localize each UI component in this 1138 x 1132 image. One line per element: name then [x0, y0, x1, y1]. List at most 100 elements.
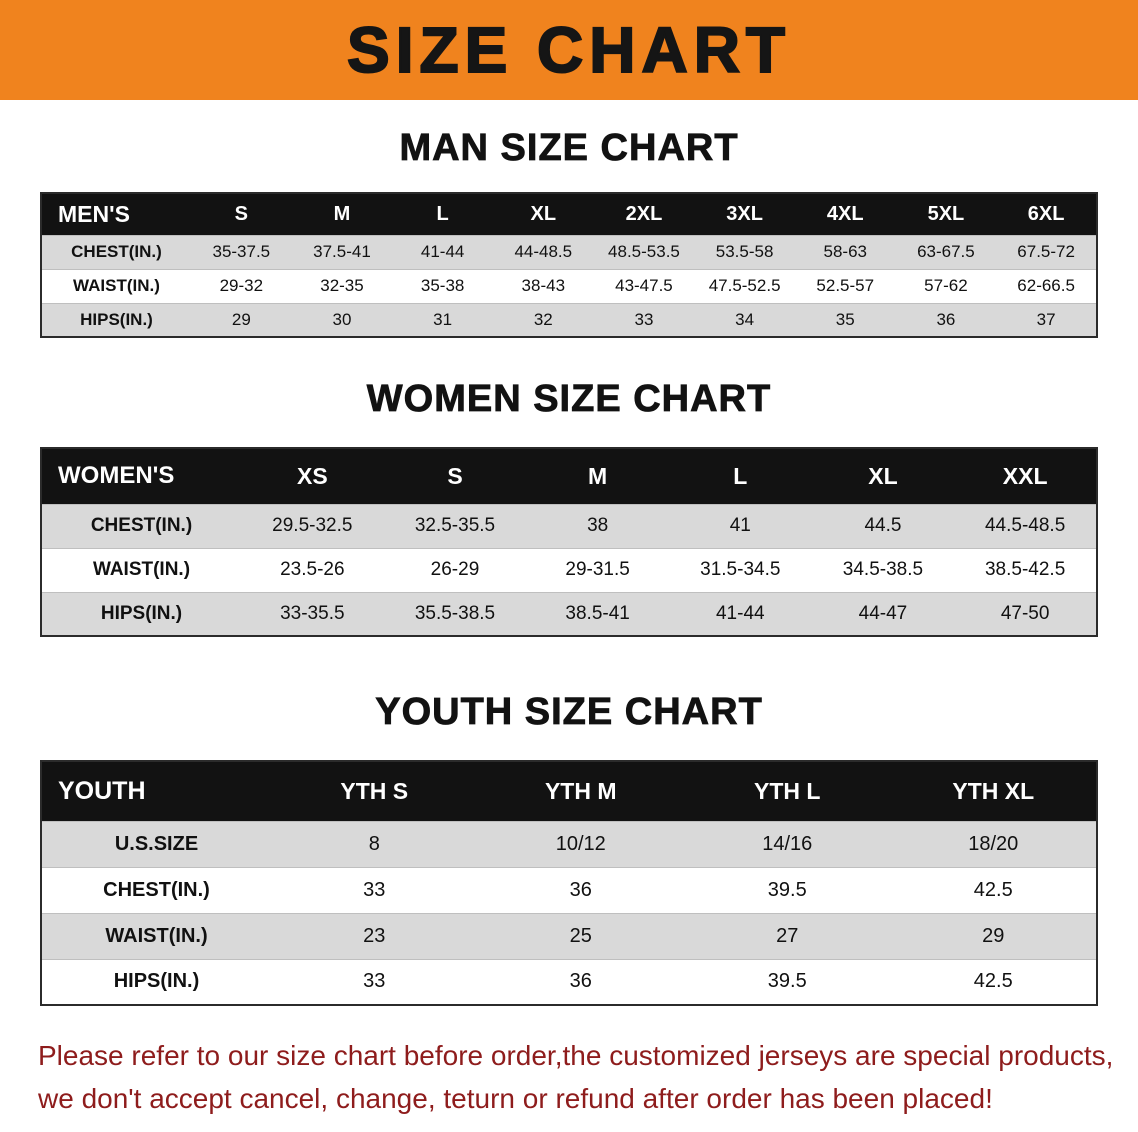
- row-label: HIPS(IN.): [41, 302, 191, 337]
- size-value-cell: 26-29: [383, 547, 527, 592]
- man-section-heading: MAN SIZE CHART: [399, 127, 739, 170]
- size-value-cell: 37.5-41: [291, 234, 393, 269]
- size-column-header: 4XL: [794, 193, 896, 235]
- size-value-cell: 63-67.5: [895, 234, 997, 269]
- size-value-cell: 25: [477, 912, 684, 959]
- row-label: HIPS(IN.): [41, 958, 271, 1005]
- size-value-cell: 38.5-42.5: [954, 547, 1097, 592]
- size-value-cell: 42.5: [890, 958, 1097, 1005]
- size-value-cell: 33: [271, 866, 478, 913]
- size-column-header: YTH M: [477, 761, 684, 821]
- men-size-table: MEN'S S M L XL 2XL 3XL 4XL 5XL 6XL CHEST(IN.) 35-37…: [40, 192, 1098, 338]
- size-value-cell: 52.5-57: [794, 268, 896, 303]
- table-header-row: WOMEN'S XS S M L XL XXL: [41, 448, 1097, 504]
- size-value-cell: 35: [794, 302, 896, 337]
- table-row: HIPS(IN.) 33-35.5 35.5-38.5 38.5-41 41-44 44-…: [41, 591, 1097, 636]
- table-title-cell: MEN'S: [41, 193, 191, 235]
- size-value-cell: 8: [271, 820, 478, 867]
- size-value-cell: 29: [890, 912, 1097, 959]
- table-row: WAIST(IN.) 23.5-26 26-29 29-31.5 31.5-34.5 34…: [41, 547, 1097, 592]
- size-column-header: S: [191, 193, 292, 235]
- size-value-cell: 38: [526, 503, 669, 548]
- size-value-cell: 38.5-41: [526, 591, 669, 636]
- size-value-cell: 18/20: [890, 820, 1097, 867]
- page-title: SIZE CHART: [346, 13, 791, 87]
- size-value-cell: 41: [668, 503, 812, 548]
- size-value-cell: 41-44: [392, 234, 493, 269]
- table-row: U.S.SIZE 8 10/12 14/16 18/20: [41, 820, 1097, 867]
- table-row: CHEST(IN.) 33 36 39.5 42.5: [41, 866, 1097, 913]
- size-value-cell: 58-63: [794, 234, 896, 269]
- size-column-header: YTH L: [684, 761, 891, 821]
- size-value-cell: 62-66.5: [996, 268, 1097, 303]
- size-value-cell: 34: [694, 302, 795, 337]
- women-section-heading: WOMEN SIZE CHART: [366, 378, 772, 421]
- table-row: HIPS(IN.) 29 30 31 32 33 34 35 36 37: [41, 302, 1097, 337]
- youth-size-chart-section: YOUTH SIZE CHART YOUTH YTH S YTH M YTH L YTH…: [0, 691, 1138, 1006]
- size-value-cell: 38-43: [492, 268, 594, 303]
- size-value-cell: 32.5-35.5: [383, 503, 527, 548]
- size-value-cell: 43-47.5: [593, 268, 695, 303]
- size-column-header: XL: [811, 448, 955, 504]
- size-value-cell: 10/12: [477, 820, 684, 867]
- table-title-cell: YOUTH: [41, 761, 271, 821]
- size-value-cell: 41-44: [668, 591, 812, 636]
- size-value-cell: 48.5-53.5: [593, 234, 695, 269]
- size-value-cell: 47-50: [954, 591, 1097, 636]
- youth-section-heading: YOUTH SIZE CHART: [375, 691, 763, 734]
- table-row: CHEST(IN.) 29.5-32.5 32.5-35.5 38 41 44.5 44.5…: [41, 503, 1097, 548]
- row-label: U.S.SIZE: [41, 820, 271, 867]
- size-value-cell: 39.5: [684, 866, 891, 913]
- size-value-cell: 30: [291, 302, 393, 337]
- size-value-cell: 67.5-72: [996, 234, 1097, 269]
- size-value-cell: 44-47: [811, 591, 955, 636]
- size-value-cell: 44.5-48.5: [954, 503, 1097, 548]
- table-header-row: MEN'S S M L XL 2XL 3XL 4XL 5XL 6XL: [41, 193, 1097, 235]
- size-value-cell: 34.5-38.5: [811, 547, 955, 592]
- size-value-cell: 29-31.5: [526, 547, 669, 592]
- size-value-cell: 42.5: [890, 866, 1097, 913]
- size-column-header: 3XL: [694, 193, 795, 235]
- women-size-table: WOMEN'S XS S M L XL XXL CHEST(IN.) 29.5-32.5 32.5…: [40, 447, 1098, 637]
- table-header-row: YOUTH YTH S YTH M YTH L YTH XL: [41, 761, 1097, 821]
- size-value-cell: 35.5-38.5: [383, 591, 527, 636]
- table-title-cell: WOMEN'S: [41, 448, 241, 504]
- table-row: WAIST(IN.) 23 25 27 29: [41, 912, 1097, 959]
- notice-line-2: we don't accept cancel, change, teturn o…: [38, 1083, 993, 1115]
- size-value-cell: 53.5-58: [694, 234, 795, 269]
- row-label: CHEST(IN.): [41, 234, 191, 269]
- size-value-cell: 39.5: [684, 958, 891, 1005]
- man-size-chart-section: MAN SIZE CHART MEN'S S M L XL 2XL 3XL 4XL 5XL 6XL…: [0, 127, 1138, 338]
- size-value-cell: 29-32: [191, 268, 292, 303]
- size-column-header: S: [383, 448, 527, 504]
- size-value-cell: 14/16: [684, 820, 891, 867]
- size-value-cell: 36: [477, 958, 684, 1005]
- row-label: CHEST(IN.): [41, 503, 241, 548]
- banner: SIZE CHART: [0, 0, 1138, 100]
- size-value-cell: 31: [392, 302, 493, 337]
- size-column-header: M: [291, 193, 393, 235]
- size-value-cell: 29: [191, 302, 292, 337]
- row-label: WAIST(IN.): [41, 268, 191, 303]
- size-value-cell: 47.5-52.5: [694, 268, 795, 303]
- notice-line-1: Please refer to our size chart before or…: [38, 1040, 1114, 1071]
- size-column-header: 6XL: [996, 193, 1097, 235]
- table-row: WAIST(IN.) 29-32 32-35 35-38 38-43 43-47.5 47.…: [41, 268, 1097, 303]
- size-value-cell: 33: [271, 958, 478, 1005]
- size-column-header: L: [392, 193, 493, 235]
- table-row: HIPS(IN.) 33 36 39.5 42.5: [41, 958, 1097, 1005]
- row-label: HIPS(IN.): [41, 591, 241, 636]
- size-value-cell: 31.5-34.5: [668, 547, 812, 592]
- size-value-cell: 44-48.5: [492, 234, 594, 269]
- women-size-chart-section: WOMEN SIZE CHART WOMEN'S XS S M L XL XXL CHEST(…: [0, 378, 1138, 637]
- row-label: CHEST(IN.): [41, 866, 271, 913]
- size-column-header: YTH XL: [890, 761, 1097, 821]
- size-value-cell: 32: [492, 302, 594, 337]
- size-column-header: YTH S: [271, 761, 478, 821]
- size-column-header: 5XL: [895, 193, 997, 235]
- size-column-header: XL: [492, 193, 594, 235]
- size-value-cell: 35-38: [392, 268, 493, 303]
- size-value-cell: 37: [996, 302, 1097, 337]
- table-row: CHEST(IN.) 35-37.5 37.5-41 41-44 44-48.5 48.5…: [41, 234, 1097, 269]
- size-value-cell: 36: [477, 866, 684, 913]
